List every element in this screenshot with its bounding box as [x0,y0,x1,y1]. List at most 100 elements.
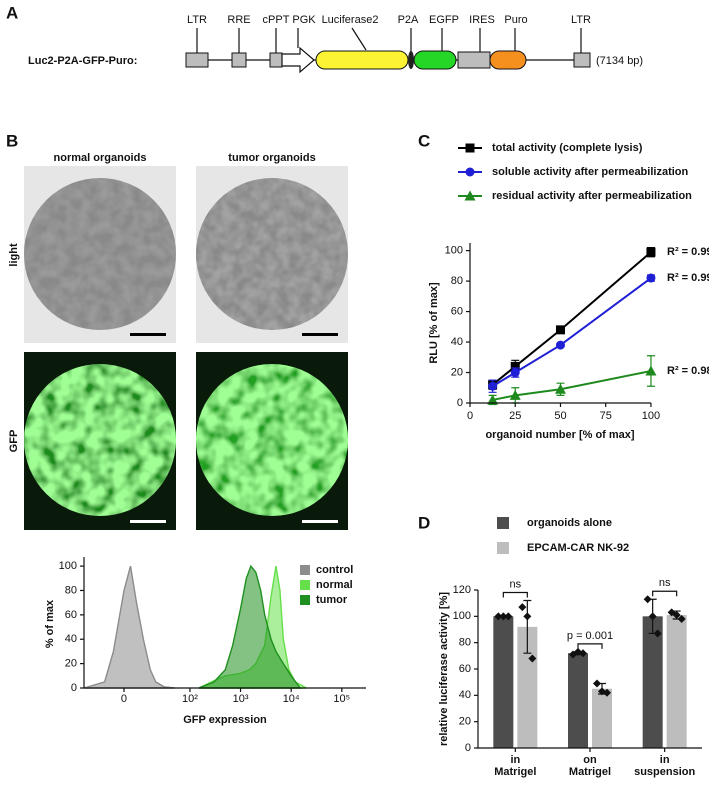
element-label: cPPT [263,14,290,26]
series-line [492,370,652,401]
legend-label: normal [316,579,353,591]
x-tick-label: 0 [121,693,127,705]
data-point [603,688,611,697]
bar [568,653,588,748]
comparison-label: p = 0.001 [567,630,613,642]
element-label: EGFP [429,14,459,26]
ires-box [457,51,491,69]
data-point [494,612,503,621]
pgk-arrow [281,46,315,74]
x-tick-label: Matrigel [569,766,611,778]
x-tick-label: 10³ [233,693,249,705]
data-point [504,612,513,621]
marker [554,383,566,394]
x-tick-label: 75 [600,410,612,422]
marker [510,361,520,371]
data-point [653,629,662,638]
series-line [492,277,652,388]
panel-label: A [6,3,18,22]
x-tick-label: 100 [642,410,660,422]
y-tick-label: 20 [459,716,471,728]
x-tick-label: 25 [509,410,521,422]
comparison-bracket [502,591,528,598]
x-tick-label: 10² [182,693,198,705]
y-tick-label: 80 [459,637,471,649]
organoid-images: normal organoids tumor organoids light G… [8,152,348,530]
marker [555,325,565,335]
comparison-bracket [652,590,678,597]
row-label: light [8,243,20,267]
axes [469,243,651,404]
comparison-label: ns [659,577,671,589]
panel-label: B [6,131,18,150]
luciferase-box [315,50,409,70]
series-line [491,251,652,386]
scale-bar [302,333,338,336]
charts: control normal tumor 0 20 40 60 80 100 0 10² 10³ 10⁴… [44,142,709,778]
histogram-area [198,564,302,689]
marker [646,247,656,257]
y-tick-label: 40 [65,633,77,645]
marker [487,394,499,405]
x-axis-title: GFP expression [183,714,267,726]
y-tick-label: 120 [453,584,471,596]
legend-swatch [300,595,310,605]
y-tick-label: 60 [65,609,77,621]
element-label: RRE [227,14,250,26]
element-label: P2A [398,14,419,26]
r-squared: R² = 0.997 [667,272,709,284]
data-point [648,612,657,621]
row-label: GFP [8,430,20,453]
organoid-dome [24,178,176,330]
panel-label: D [418,513,430,532]
label-leaders [196,27,582,53]
construct-size: (7134 bp) [596,55,643,67]
scale-bar [130,520,166,523]
y-tick-label: 0 [71,682,77,694]
x-tick-label: 0 [467,410,473,422]
r-squared: R² = 0.984 [667,365,709,377]
marker [555,340,565,350]
error-bar [523,599,532,654]
organoid-dome [196,364,348,516]
data-point [643,595,652,604]
legend-marker [465,167,475,177]
element-label: LTR [187,14,207,26]
marker [645,365,657,376]
legend-marker [464,190,476,201]
x-tick-label: in [660,754,670,766]
y-tick-label: 0 [457,397,463,409]
y-axis-title: % of max [44,599,56,648]
x-tick-label: on [583,754,597,766]
element-label: LTR [571,14,591,26]
x-tick-label: suspension [634,766,695,778]
y-tick-label: 100 [445,245,463,257]
legend-label: organoids alone [527,517,612,529]
element-label: IRES [469,14,495,26]
legend-swatch [300,565,310,575]
y-tick-label: 20 [65,658,77,670]
x-tick-label: in [510,754,520,766]
organoid-dome [196,178,348,330]
legend-marker [465,143,475,153]
y-tick-label: 40 [459,689,471,701]
element-label: Luciferase2 [322,14,379,26]
p2a-mark [408,51,414,69]
comparison-bracket [577,643,603,649]
marker [646,273,656,283]
construct-diagram: Luc2-P2A-GFP-Puro: LTR RRE cPPT PGK Luci… [28,14,643,74]
data-point [528,654,537,663]
legend-label: residual activity after permeabilization [492,190,692,202]
rre-box [231,52,247,68]
y-tick-label: 40 [451,336,463,348]
data-point [523,612,532,621]
y-tick-label: 0 [465,742,471,754]
y-tick-label: 60 [451,305,463,317]
panel-label: C [418,131,430,150]
y-tick-label: 20 [451,366,463,378]
marker [488,381,498,391]
legend-swatch [300,580,310,590]
egfp-box [413,50,457,70]
legend-label: control [316,564,353,576]
